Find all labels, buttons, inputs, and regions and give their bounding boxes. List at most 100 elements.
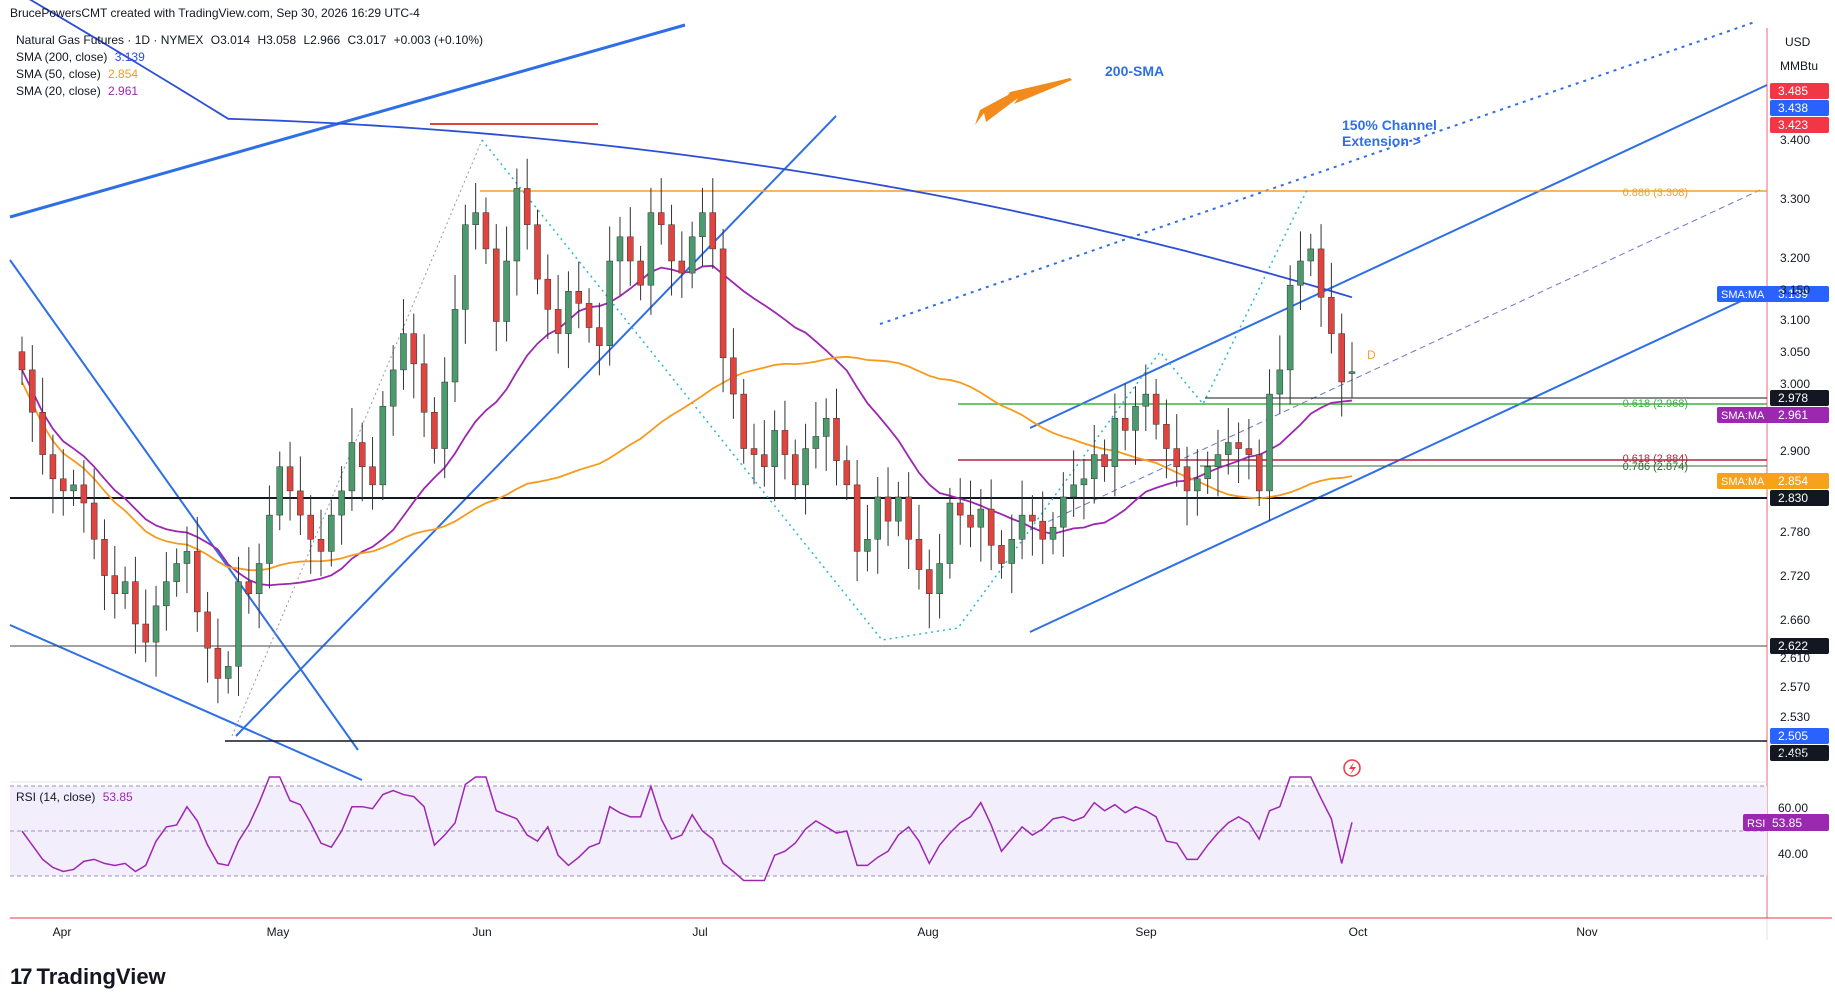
sma200-line — [29, 0, 1353, 299]
alert-icon[interactable] — [1343, 759, 1361, 777]
svg-text:3.139: 3.139 — [1778, 287, 1808, 301]
candle — [761, 420, 768, 487]
candle — [276, 451, 284, 531]
candle — [1121, 383, 1129, 451]
candle — [1152, 378, 1160, 440]
candle — [121, 566, 129, 609]
symbol-legend[interactable]: Natural Gas Futures · 1D · NYMEX O3.014 … — [16, 33, 483, 48]
candle — [987, 479, 995, 571]
candle — [80, 460, 88, 533]
candle — [214, 618, 222, 704]
candle — [348, 408, 356, 511]
candle — [1276, 335, 1284, 415]
candle — [719, 228, 727, 393]
candle — [637, 245, 644, 301]
svg-text:3.485: 3.485 — [1778, 84, 1808, 98]
candle — [173, 548, 180, 597]
candle — [853, 460, 861, 582]
sma20-line — [21, 264, 1353, 587]
rsi-tick-40: 40.00 — [1778, 847, 1808, 861]
candle — [534, 209, 541, 295]
arrow-annotation — [975, 78, 1072, 125]
ohlc-high: H3.058 — [257, 33, 297, 47]
candle — [740, 378, 747, 464]
sma50-label: SMA (50, close) — [16, 67, 101, 81]
candle — [1090, 424, 1098, 504]
svg-text:RSI: RSI — [1747, 818, 1765, 830]
price-tick: 3.000 — [1780, 377, 1810, 391]
candle — [802, 423, 809, 515]
candle — [142, 589, 149, 663]
price-tick: 3.150 — [1780, 283, 1810, 297]
candle — [812, 401, 820, 469]
price-badge: SMA:MA 3.139 — [1717, 286, 1829, 302]
price-tick: 2.610 — [1780, 651, 1810, 665]
candle — [1286, 265, 1294, 405]
candle — [833, 388, 840, 486]
candle — [1060, 472, 1067, 557]
candle — [565, 271, 572, 369]
chart-credit: BrucePowersCMT created with TradingView.… — [10, 6, 420, 20]
tv-logo-icon: 17 — [10, 964, 33, 989]
sma200-legend[interactable]: SMA (200, close) 3.139 — [16, 50, 145, 65]
sma50-legend[interactable]: SMA (50, close) 2.854 — [16, 67, 138, 82]
candle — [575, 261, 582, 329]
candle — [647, 187, 655, 315]
price-badge: SMA:MA 2.854 — [1717, 473, 1829, 489]
ohlc-open: O3.014 — [210, 33, 251, 47]
candle — [668, 204, 675, 296]
candle — [1029, 495, 1036, 556]
candle — [451, 274, 459, 402]
candle — [1348, 342, 1356, 399]
candle — [420, 334, 428, 438]
price-tick: 3.400 — [1780, 133, 1810, 147]
candle — [328, 499, 335, 567]
sma50-line — [21, 355, 1353, 572]
candle — [18, 336, 26, 386]
candle — [1008, 514, 1016, 594]
price-tick: 2.570 — [1780, 680, 1810, 694]
candle — [905, 472, 912, 569]
svg-text:2.505: 2.505 — [1778, 729, 1808, 743]
month-tick: Sep — [1135, 925, 1157, 939]
candle — [977, 489, 985, 562]
candle — [39, 377, 46, 475]
sma20-legend[interactable]: SMA (20, close) 2.961 — [16, 84, 138, 99]
candle — [338, 466, 345, 545]
candle — [152, 585, 160, 677]
candle — [926, 549, 933, 629]
candle — [1297, 231, 1304, 311]
candle — [462, 204, 469, 344]
candle — [410, 313, 418, 399]
candle — [1307, 233, 1315, 277]
candle — [235, 556, 242, 696]
candle — [1317, 224, 1325, 327]
channel-extension-line — [879, 21, 1756, 325]
candle — [627, 207, 634, 286]
price-badges: 3.485 3.438 3.423 SMA:MA 3.139 2.978 SMA:MA 2.9… — [1717, 83, 1829, 761]
fib-618-lo-label: 0.618 (2.884) — [1623, 453, 1688, 465]
candle — [194, 516, 201, 632]
candle — [101, 519, 108, 611]
candle — [864, 504, 871, 572]
rsi-label: RSI (14, close) — [16, 790, 96, 804]
price-tick: 2.900 — [1780, 444, 1810, 458]
candle — [606, 226, 613, 366]
candle — [843, 445, 851, 500]
candle — [317, 509, 325, 577]
svg-text:2.495: 2.495 — [1778, 746, 1808, 760]
candle — [657, 178, 665, 245]
price-tick: 2.780 — [1780, 525, 1810, 539]
sma200-label: SMA (200, close) — [16, 50, 108, 64]
candle — [1204, 451, 1211, 494]
month-tick: Apr — [53, 925, 72, 939]
tradingview-logo[interactable]: 17 TradingView — [10, 964, 166, 990]
price-ticks: 3.400 3.300 3.200 3.150 3.100 3.050 3.000 2.900… — [1780, 133, 1810, 763]
sma50-value: 2.854 — [108, 67, 139, 81]
candle — [224, 651, 232, 694]
rsi-legend[interactable]: RSI (14, close) 53.85 — [16, 790, 133, 805]
price-badge: 3.438 — [1770, 100, 1829, 116]
candle — [956, 478, 964, 545]
candle — [616, 216, 624, 296]
